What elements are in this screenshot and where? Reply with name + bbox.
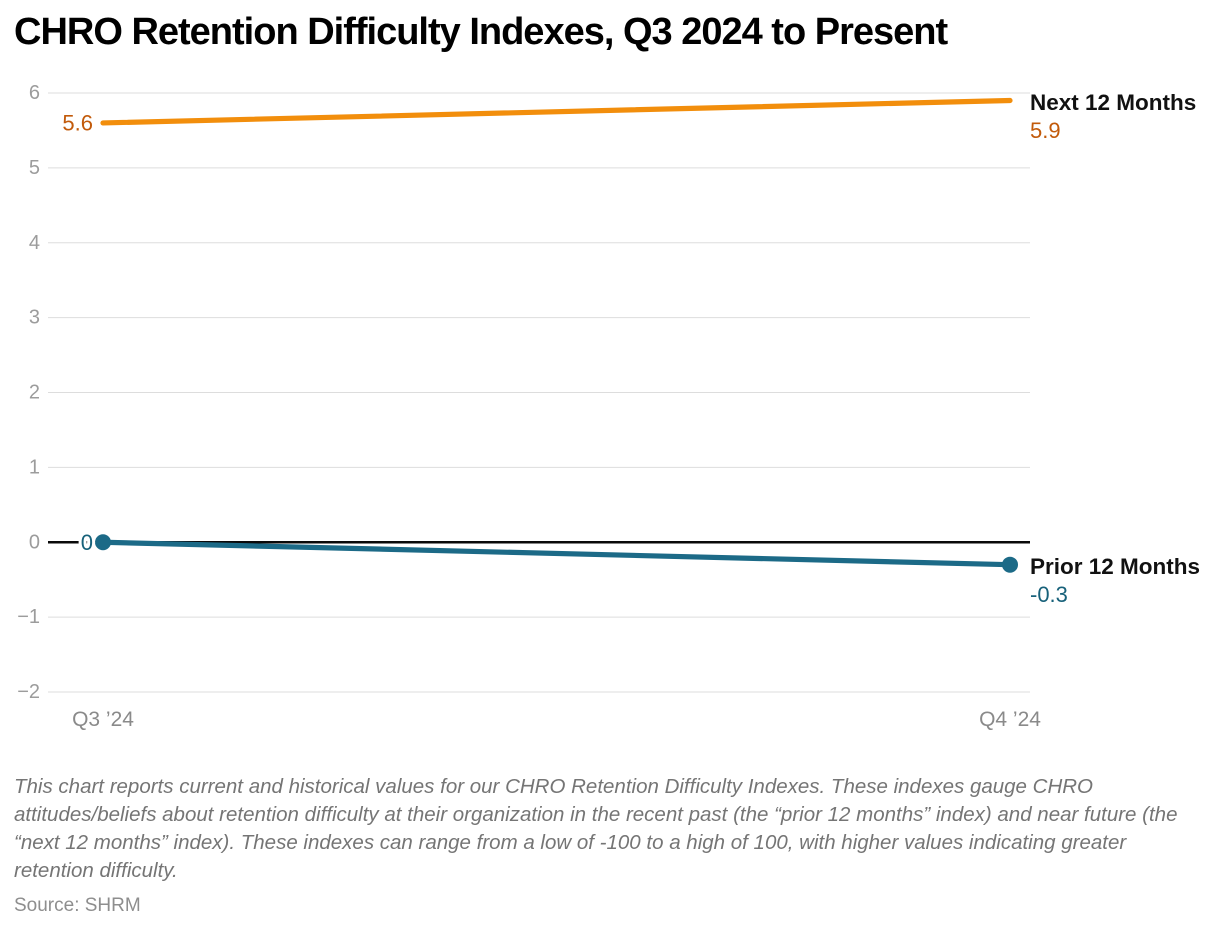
y-tick-label: 2 bbox=[29, 382, 40, 404]
retention-index-line-chart: 6 5 4 3 2 1 0 −1 −2 Q3 ’24 Q4 ’24 5.6 Next 12 Months… bbox=[17, 82, 1200, 731]
y-tick-label: 3 bbox=[29, 307, 40, 329]
y-tick-label: 0 bbox=[29, 531, 40, 553]
series-name-label-prior-12-months: Prior 12 Months bbox=[1030, 554, 1200, 579]
point-marker-prior-12-months bbox=[95, 534, 111, 551]
x-tick-label: Q4 ’24 bbox=[979, 708, 1041, 731]
chart-footnote: This chart reports current and historica… bbox=[14, 775, 1178, 882]
page-title: CHRO Retention Difficulty Indexes, Q3 20… bbox=[14, 11, 948, 53]
end-value-label-next-12-months: 5.9 bbox=[1030, 118, 1061, 143]
y-tick-label: 4 bbox=[29, 232, 40, 254]
series-line-prior-12-months bbox=[100, 539, 1013, 568]
y-tick-label: 6 bbox=[29, 82, 40, 104]
y-tick-label: 5 bbox=[29, 157, 40, 179]
end-value-label-prior-12-months: -0.3 bbox=[1030, 582, 1068, 607]
series-name-label-next-12-months: Next 12 Months bbox=[1030, 90, 1196, 115]
point-marker-prior-12-months bbox=[1002, 556, 1018, 573]
y-tick-label: −1 bbox=[17, 606, 40, 628]
start-value-label-next-12-months: 5.6 bbox=[62, 110, 93, 135]
start-value-label-prior-12-months: 0 bbox=[81, 530, 93, 555]
series-line-next-12-months bbox=[100, 97, 1013, 126]
y-tick-label: −2 bbox=[17, 681, 40, 703]
chart-source: Source: SHRM bbox=[14, 895, 141, 916]
x-tick-label: Q3 ’24 bbox=[72, 708, 134, 731]
y-tick-label: 1 bbox=[29, 456, 40, 478]
